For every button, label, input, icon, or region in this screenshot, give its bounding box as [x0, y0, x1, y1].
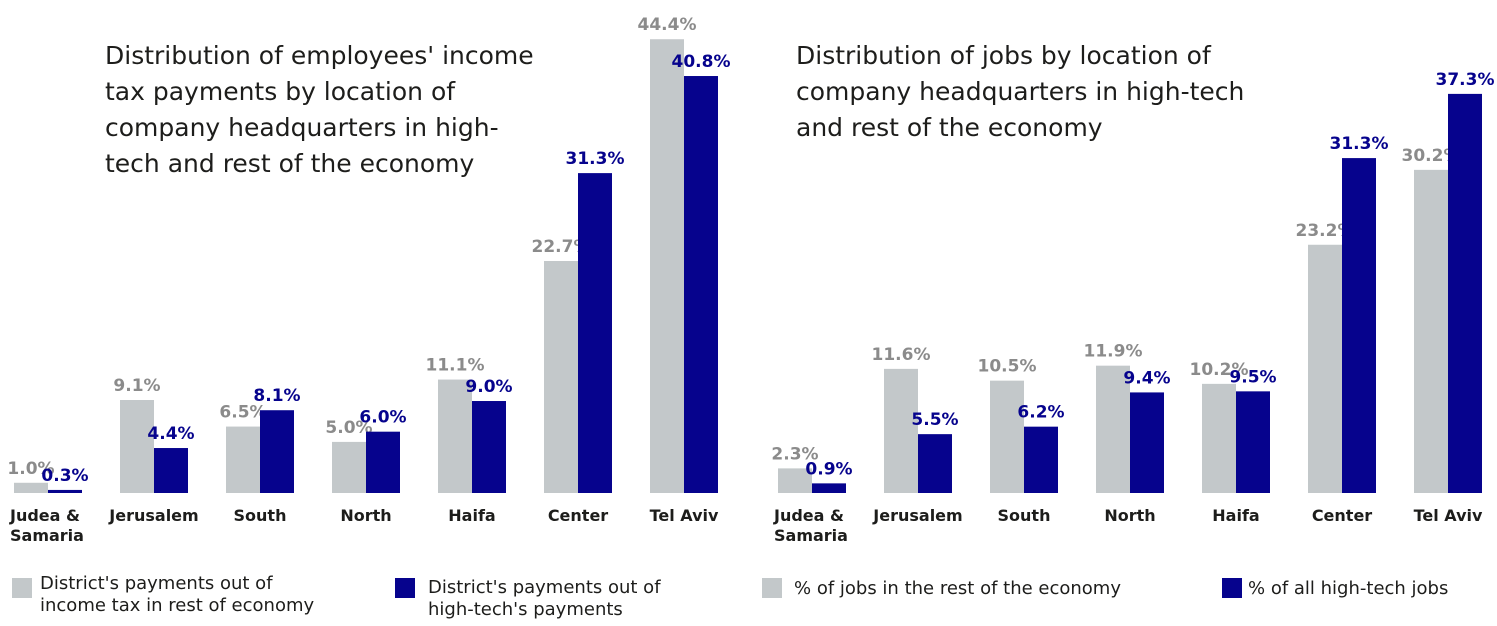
legend-label-rest-right: % of jobs in the rest of the economy [794, 578, 1121, 599]
left-bar-hightech-5 [578, 173, 612, 493]
left-bar-rest-3 [332, 441, 366, 493]
left-value-label-hightech-5: 31.3% [566, 149, 625, 169]
left-value-label-hightech-6: 40.8% [672, 52, 731, 72]
legend-swatch-rest-right [762, 578, 782, 598]
left-category-label-0-line-1: Samaria [10, 526, 84, 545]
left-title-line-3: company headquarters in high- [105, 113, 499, 142]
right-bar-rest-4 [1202, 383, 1236, 493]
left-bar-rest-1 [120, 399, 154, 493]
right-value-label-rest-0: 2.3% [771, 444, 818, 464]
right-value-label-rest-2: 10.5% [978, 357, 1037, 377]
left-value-label-hightech-4: 9.0% [465, 377, 512, 397]
left-bar-hightech-4 [472, 401, 506, 493]
right-bar-rest-3 [1096, 365, 1130, 493]
left-category-label-3: North [340, 506, 391, 525]
left-title-line-4: tech and rest of the economy [105, 149, 475, 178]
right-title-line-1: Distribution of jobs by location of [796, 41, 1211, 70]
left-bar-hightech-6 [684, 76, 718, 494]
left-value-label-hightech-2: 8.1% [253, 386, 300, 406]
left-bar-rest-6 [650, 39, 684, 494]
left-category-label-0-line-0: Judea & [9, 506, 80, 525]
right-bar-rest-6 [1414, 169, 1448, 494]
left-value-label-rest-5: 22.7% [532, 237, 591, 257]
right-category-label-1: Jerusalem [872, 506, 962, 525]
left-value-label-hightech-3: 6.0% [359, 408, 406, 428]
right-value-label-rest-6: 30.2% [1402, 146, 1461, 166]
left-chart-plot: 1.0%0.3% Judea &Samaria 9.1% 4.4% Jerusalem 6… [7, 15, 730, 545]
legend-swatch-hightech-right [1222, 578, 1242, 598]
right-value-label-hightech-4: 9.5% [1229, 367, 1276, 387]
left-title-line-2: tax payments by location of [105, 77, 456, 106]
right-value-label-hightech-5: 31.3% [1330, 134, 1389, 154]
right-value-label-hightech-1: 5.5% [911, 410, 958, 430]
left-bar-hightech-3 [366, 431, 400, 493]
legend-label-rest-left: District's payments out of income tax in… [40, 573, 315, 616]
left-category-label-4: Haifa [448, 506, 495, 525]
right-bar-hightech-3 [1130, 392, 1164, 493]
right-value-label-rest-5: 23.2% [1296, 221, 1355, 241]
left-bar-hightech-1 [154, 448, 188, 493]
right-bar-rest-2 [990, 380, 1024, 493]
left-bar-rest-5 [544, 261, 578, 493]
right-chart-plot: 2.3%0.9% Judea &Samaria 11.6% 5.5% Jerusalem… [771, 70, 1494, 545]
legend-swatch-hightech-left [395, 578, 415, 598]
right-value-label-hightech-6: 37.3% [1436, 70, 1495, 90]
right-title-line-3: and rest of the economy [796, 113, 1103, 142]
right-category-label-0-line-0: Judea & [773, 506, 844, 525]
legend-label-hightech-left: District's payments out of high-tech's p… [428, 577, 661, 620]
legend-label-hightech-right: % of all high-tech jobs [1248, 578, 1449, 599]
left-category-label-1: Jerusalem [108, 506, 198, 525]
left-value-label-rest-2: 6.5% [219, 403, 266, 423]
right-bar-hightech-2 [1024, 426, 1058, 493]
left-bar-rest-2 [226, 426, 260, 493]
left-bar-rest-4 [438, 379, 472, 493]
right-value-label-hightech-0: 0.9% [805, 459, 852, 479]
right-value-label-hightech-3: 9.4% [1123, 368, 1170, 388]
left-value-label-rest-6: 44.4% [638, 15, 697, 35]
right-bar-rest-5 [1308, 244, 1342, 493]
right-value-label-rest-3: 11.9% [1084, 342, 1143, 362]
right-value-label-hightech-2: 6.2% [1017, 403, 1064, 423]
left-value-label-rest-4: 11.1% [426, 356, 485, 376]
right-category-label-5: Center [1312, 506, 1372, 525]
right-title-line-2: company headquarters in high-tech [796, 77, 1245, 106]
left-value-label-hightech-0: 0.3% [41, 466, 88, 486]
right-bar-rest-0 [778, 468, 812, 493]
left-value-label-hightech-1: 4.4% [147, 424, 194, 444]
right-value-label-rest-4: 10.2% [1190, 360, 1249, 380]
right-bar-rest-1 [884, 368, 918, 493]
left-bar-rest-0 [14, 482, 48, 493]
right-bar-hightech-0 [812, 483, 846, 493]
left-value-label-rest-3: 5.0% [325, 418, 372, 438]
left-chart-title: Distribution of employees' income tax pa… [105, 38, 534, 182]
right-category-label-0-line-1: Samaria [774, 526, 848, 545]
left-category-label-6: Tel Aviv [650, 506, 719, 525]
left-value-label-rest-1: 9.1% [113, 376, 160, 396]
right-category-label-2: South [998, 506, 1051, 525]
right-category-label-3: North [1104, 506, 1155, 525]
right-bar-hightech-6 [1448, 93, 1482, 493]
right-category-label-4: Haifa [1212, 506, 1259, 525]
right-bar-hightech-4 [1236, 391, 1270, 493]
right-bar-hightech-1 [918, 434, 952, 493]
left-title-line-1: Distribution of employees' income [105, 41, 534, 70]
legend-swatch-rest-left [12, 578, 32, 598]
right-chart-title: Distribution of jobs by location of comp… [796, 38, 1244, 146]
right-category-label-6: Tel Aviv [1414, 506, 1483, 525]
left-bar-hightech-0 [48, 489, 82, 493]
right-bar-hightech-5 [1342, 158, 1376, 493]
right-value-label-rest-1: 11.6% [872, 345, 931, 365]
left-category-label-5: Center [548, 506, 608, 525]
left-value-label-rest-0: 1.0% [7, 459, 54, 479]
left-category-label-2: South [234, 506, 287, 525]
left-bar-hightech-2 [260, 410, 294, 493]
